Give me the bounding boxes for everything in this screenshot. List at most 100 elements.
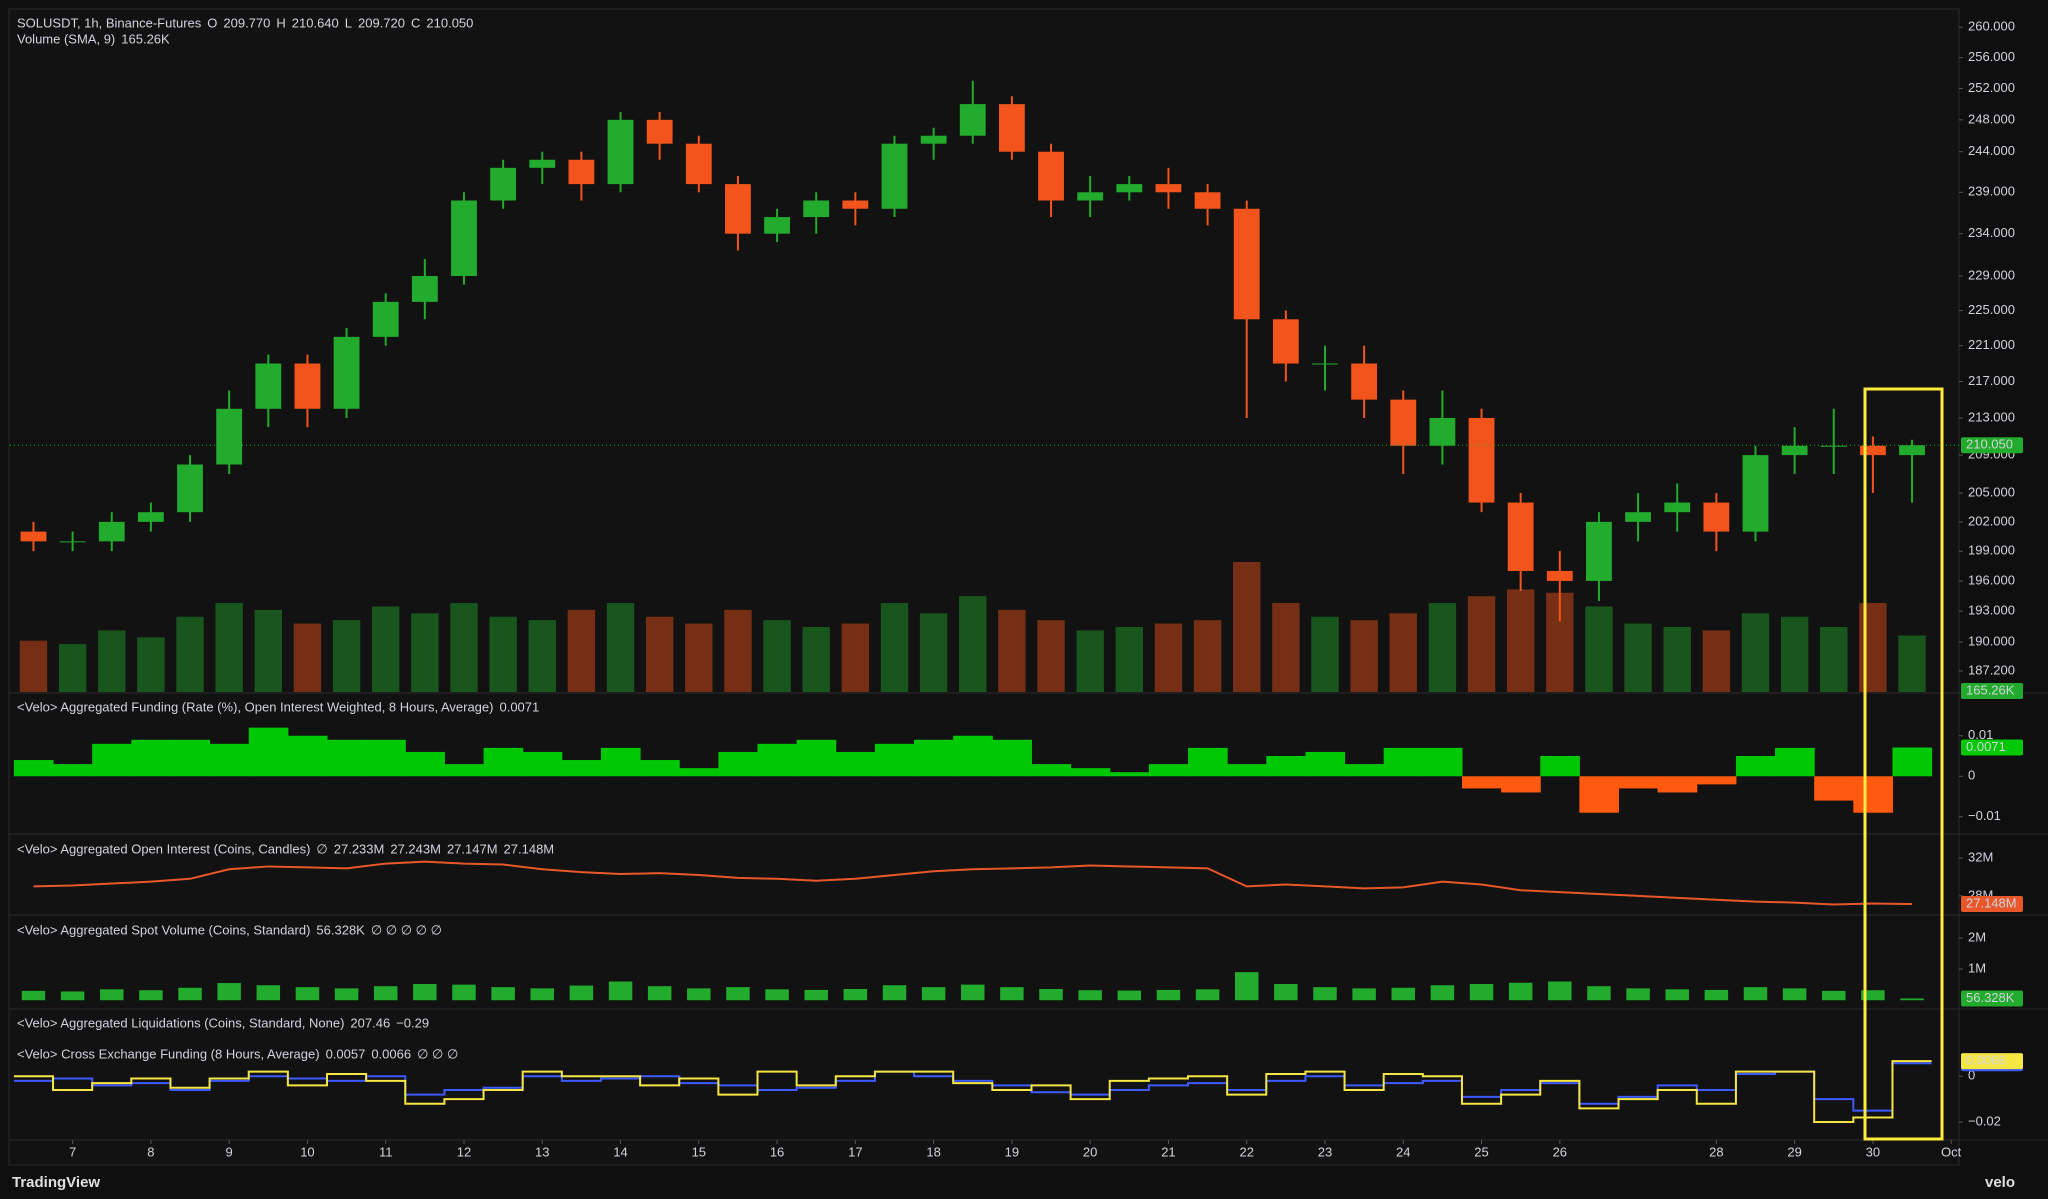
candle-body [1194,192,1221,209]
spot-volume-bar [139,990,163,1001]
spot-volume-bar [1743,987,1768,1001]
candle-body [725,184,751,234]
funding-bar [1188,747,1228,777]
funding-bar [522,751,563,777]
y-tick-label: 0 [1968,1068,1975,1083]
funding-bar [1070,768,1111,777]
volume-bar [58,644,87,692]
legend-text: Volume (SMA, 9) [17,31,115,46]
candle-body [1272,319,1299,364]
spot-volume-bar [1195,989,1220,1001]
legend-text: 27.147M [447,841,498,856]
x-tick-label: 29 [1787,1144,1801,1159]
candle-body [1116,184,1143,193]
candle-body [255,363,282,409]
candle-body [1312,363,1338,365]
legend-text: 209.720 [358,15,405,30]
volume-bar [98,630,126,692]
funding-bar [1579,776,1620,813]
legend-text: ∅ ∅ ∅ [417,1046,458,1061]
funding-bar [287,735,328,777]
legend-text: 209.770 [223,15,270,30]
brand: TradingView [12,1174,100,1191]
volume-bar [1389,613,1417,692]
x-tick-label: 22 [1239,1144,1253,1159]
legend-text: <Velo> Cross Exchange Funding (8 Hours, … [17,1046,320,1061]
legend-text: O [207,15,217,30]
candle-body [1664,502,1691,513]
volume-bar [1820,627,1848,692]
x-tick-label: 21 [1161,1144,1175,1159]
candle-body [920,135,947,144]
y-tick-label: 221.000 [1968,337,2015,352]
funding-bar [1227,764,1267,777]
y-tick-label: 256.000 [1968,49,2015,64]
x-tick-label: 26 [1553,1144,1567,1159]
volume-bar [332,620,361,692]
volume-bar [1233,562,1261,692]
legend-text: SOLUSDT, 1h, Binance-Futures [17,15,202,30]
volume-bar [1154,623,1183,692]
spot-volume-bar [1313,987,1337,1001]
candle-body [764,217,790,234]
last-value-label: 0.0066 [1966,1053,2006,1068]
funding-bar [953,735,993,777]
y-tick-label: 225.000 [1968,302,2015,317]
last-value-label: 56.328K [1966,990,2015,1005]
funding-bar [248,727,289,777]
spot-volume-bar [765,989,789,1001]
spot-volume-bar [217,983,241,1001]
funding-bar [874,743,915,777]
spot-volume-bar [1704,989,1729,1001]
funding-bar [640,760,680,777]
x-tick-label: 18 [926,1144,940,1159]
funding-bar [914,739,954,777]
candle-body [646,119,673,144]
y-tick-label: 193.000 [1968,603,2015,618]
candle-body [490,167,517,201]
spot-volume-bar [687,988,711,1001]
x-tick-label: 30 [1866,1144,1880,1159]
x-tick-label: 19 [1005,1144,1019,1159]
candle-body [1703,502,1730,532]
funding-bar [1892,747,1933,777]
volume-value-box [1961,683,2023,699]
spot-volume-bar [100,989,124,1001]
x-tick-label: 20 [1083,1144,1097,1159]
spot-volume-bar [1626,988,1650,1001]
volume-bar [763,620,791,692]
candle-body [1390,399,1417,446]
funding-bar [1148,764,1189,777]
last-value-box [1961,437,2023,454]
x-tick-label: 12 [457,1144,471,1159]
spot-volume-bar [647,986,672,1001]
volume-bar [919,613,948,692]
volume-bar [372,606,400,692]
candle-body [1742,455,1769,532]
volume-bar [411,613,439,692]
spot-volume-bar [1587,986,1611,1001]
y-tick-label: 248.000 [1968,111,2015,126]
funding-bar [1383,747,1424,777]
spot-volume-bar [1508,982,1533,1001]
volume-bar [1428,603,1457,692]
legend-text: ∅ ∅ ∅ ∅ ∅ [371,922,442,937]
spot-volume-bar [413,984,437,1001]
volume-bar [1624,623,1652,692]
volume-bar [1859,603,1887,692]
candle-body [607,119,634,185]
funding-bar [679,768,719,777]
candle-body [1429,417,1456,446]
x-tick-label: 13 [535,1144,549,1159]
legend-text: 0.0071 [499,699,539,714]
x-tick-label: 23 [1318,1144,1332,1159]
legend-text: 27.243M [390,841,441,856]
candle-body [803,200,830,218]
spot-volume-bar [1039,988,1063,1001]
volume-bar [685,623,713,692]
funding-bar [366,739,406,777]
funding-bar [1735,756,1776,777]
spot-volume-bar [1430,985,1455,1001]
x-tick-label: 17 [848,1144,862,1159]
